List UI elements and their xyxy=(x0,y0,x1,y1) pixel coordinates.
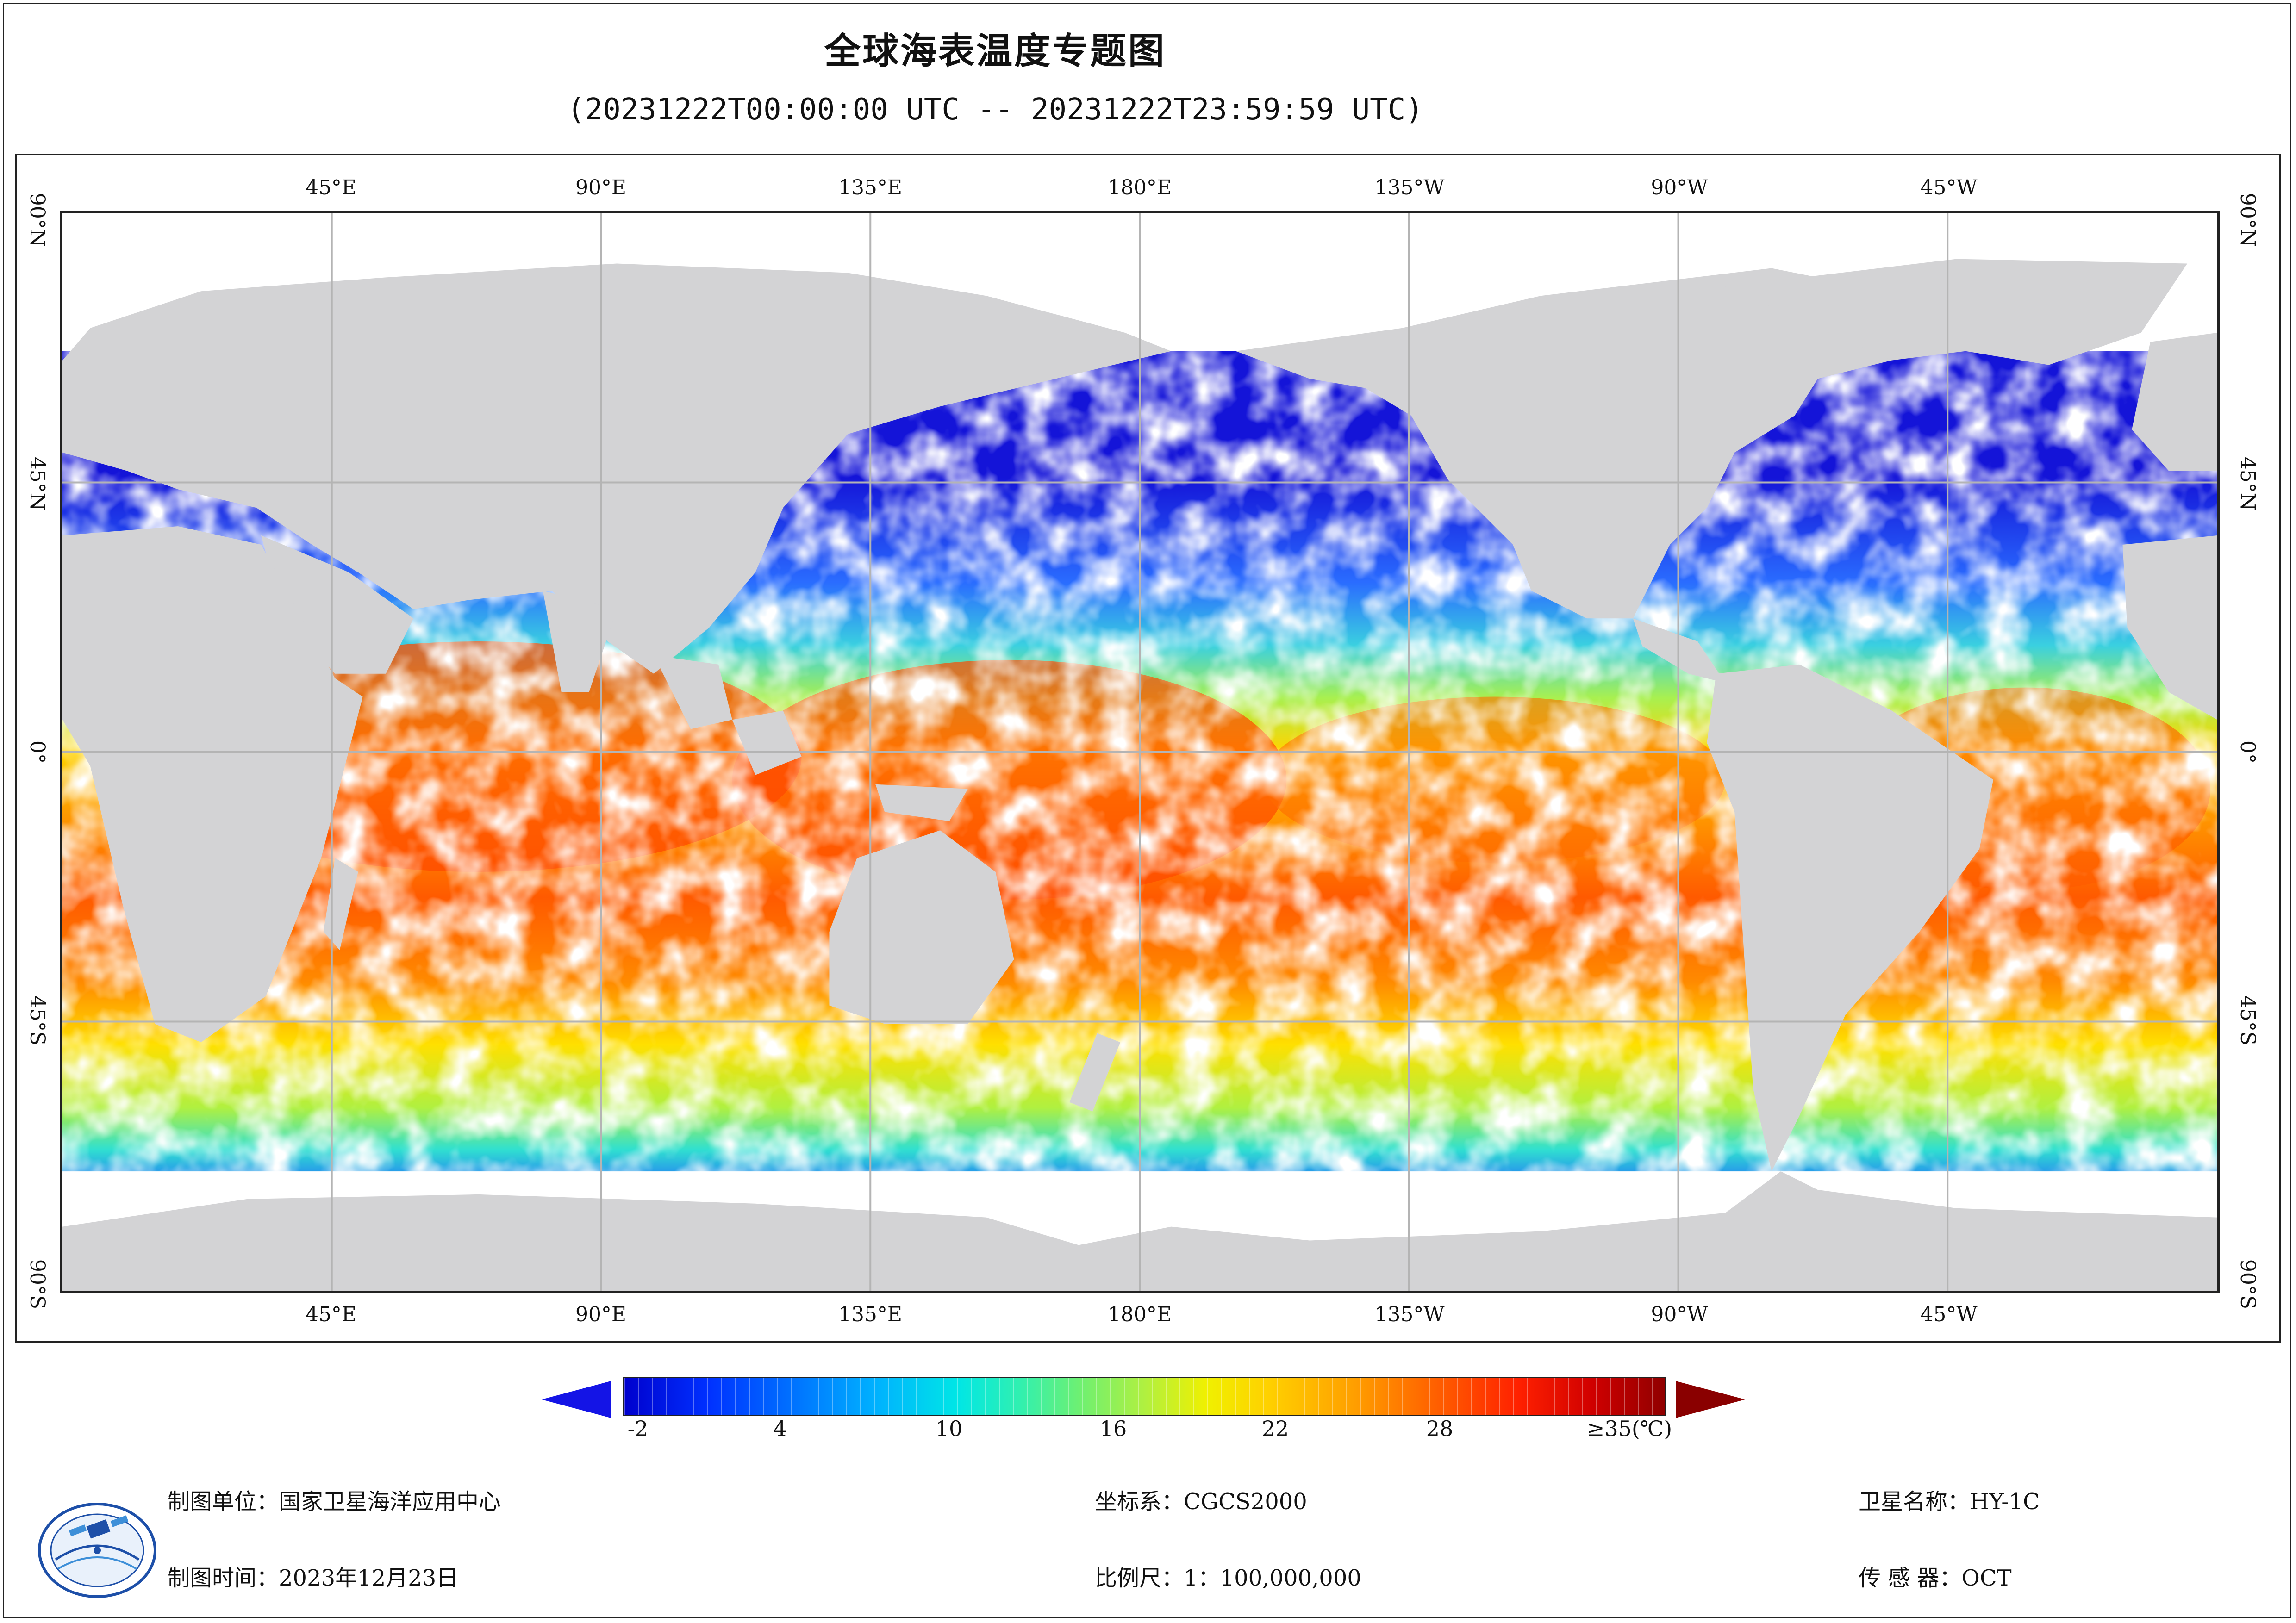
colorbar-label-4: 4 xyxy=(773,1416,787,1441)
right-tick-45s: 45°S xyxy=(2236,995,2259,1046)
top-tick-90e: 90°E xyxy=(575,176,627,199)
footer-satellite: 卫星名称：HY-1C xyxy=(1859,1489,2040,1515)
top-tick-45w: 45°W xyxy=(1920,176,1978,199)
land-north-america xyxy=(1235,268,1910,619)
bottom-tick-135e: 135°E xyxy=(838,1303,903,1326)
colorbar-min-arrow xyxy=(542,1381,611,1418)
land-borneo xyxy=(732,710,802,775)
bottom-tick-90w: 90°W xyxy=(1651,1303,1708,1326)
land-australia xyxy=(829,830,1014,1024)
land-arabia xyxy=(261,535,414,674)
colorbar-gradient xyxy=(623,1377,1666,1416)
colorbar-label-16: 16 xyxy=(1099,1416,1127,1441)
land-europe-right xyxy=(2132,332,2217,471)
land-south-america xyxy=(1707,664,1994,1172)
footer-date: 制图时间：2023年12月23日 xyxy=(168,1565,459,1591)
land-africa-right xyxy=(2122,535,2217,720)
colorbar-label-22: 22 xyxy=(1261,1416,1289,1441)
colorbar xyxy=(542,1374,1745,1425)
land-africa xyxy=(62,526,363,1043)
left-tick-45n: 45°N xyxy=(25,456,49,511)
left-tick-90s: 90°S xyxy=(25,1259,49,1310)
right-tick-0: 0° xyxy=(2236,740,2259,764)
right-tick-90n: 90°N xyxy=(2236,193,2259,247)
bottom-tick-45w: 45°W xyxy=(1920,1303,1978,1326)
top-tick-90w: 90°W xyxy=(1651,176,1708,199)
map-frame xyxy=(15,154,2281,1343)
colorbar-max-arrow xyxy=(1676,1381,1745,1418)
top-tick-135w: 135°W xyxy=(1374,176,1445,199)
sst-map-canvas xyxy=(62,213,2217,1291)
map-title: 全球海表温度专题图 xyxy=(824,31,1166,72)
top-tick-135e: 135°E xyxy=(838,176,903,199)
right-tick-90s: 90°S xyxy=(2236,1259,2259,1310)
bottom-tick-45e: 45°E xyxy=(305,1303,357,1326)
footer-org: 制图单位：国家卫星海洋应用中心 xyxy=(168,1489,501,1515)
left-tick-45s: 45°S xyxy=(25,995,49,1046)
land-india xyxy=(543,591,617,692)
sst-map xyxy=(60,211,2220,1293)
right-tick-45n: 45°N xyxy=(2236,456,2259,511)
land-new-zealand xyxy=(1069,1033,1121,1112)
left-tick-90n: 90°N xyxy=(25,193,49,247)
land-greenland xyxy=(1725,259,2188,365)
colorbar-label-28: 28 xyxy=(1426,1416,1454,1441)
page-border xyxy=(3,3,2291,1618)
bottom-tick-135w: 135°W xyxy=(1374,1303,1445,1326)
map-subtitle: (20231222T00:00:00 UTC -- 20231222T23:59… xyxy=(567,93,1423,127)
top-tick-180e: 180°E xyxy=(1107,176,1172,199)
top-tick-45e: 45°E xyxy=(305,176,357,199)
land-new-guinea xyxy=(875,784,968,821)
colorbar-label-neg2: -2 xyxy=(627,1416,649,1441)
land-indochina xyxy=(654,655,732,729)
bottom-tick-180e: 180°E xyxy=(1107,1303,1172,1326)
bottom-tick-90e: 90°E xyxy=(575,1303,627,1326)
footer-crs: 坐标系：CGCS2000 xyxy=(1095,1489,1307,1515)
colorbar-label-35: ≥35(℃) xyxy=(1586,1416,1672,1441)
nsoas-logo-icon xyxy=(32,1490,171,1601)
land-eurasia xyxy=(62,263,1171,674)
footer-sensor: 传 感 器：OCT xyxy=(1859,1565,2012,1591)
left-tick-0: 0° xyxy=(25,740,49,764)
footer-scale: 比例尺：1：100,000,000 xyxy=(1095,1565,1361,1591)
graticule xyxy=(62,213,2217,1291)
colorbar-label-10: 10 xyxy=(935,1416,963,1441)
